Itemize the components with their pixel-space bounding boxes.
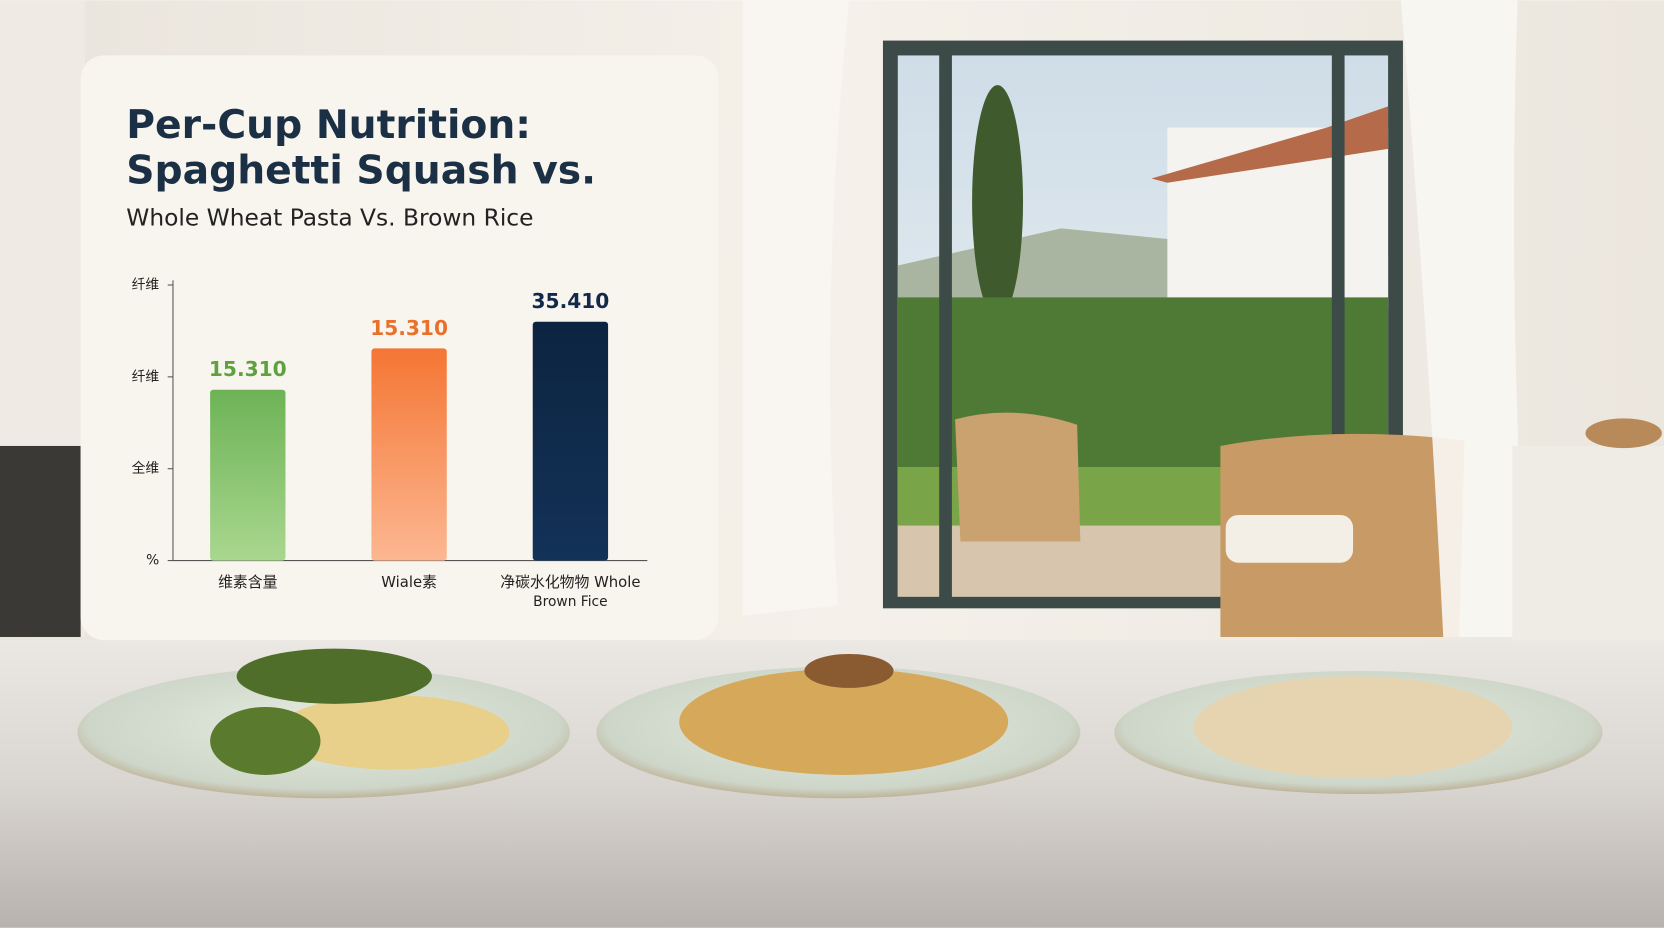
door-frame [939,42,952,606]
bar-annotation: 35.410 [532,289,610,313]
chart-title: Per-Cup Nutrition: [126,103,531,148]
bar [371,348,447,561]
bowl [1585,418,1662,449]
curtain [1400,0,1529,637]
stove [0,445,81,637]
zucchini [236,648,432,704]
zucchini [210,707,321,775]
y-tick-label: 全维 [132,460,160,477]
spaghetti-squash [275,695,510,770]
x-tick-label: Wiale素 [381,573,437,591]
y-tick-label: % [146,553,159,569]
x-tick-label: 维素含量 [218,573,278,591]
chart: Per-Cup Nutrition: Spaghetti Squash vs. … [126,103,648,610]
pasta [679,668,1009,775]
chart-subtitle: Whole Wheat Pasta Vs. Brown Rice [126,203,533,231]
cushion [1225,514,1354,563]
x-tick-sublabel: Brown Fice [533,594,607,610]
y-tick-label: 纤维 [132,277,160,293]
bar-annotation: 15.310 [370,316,448,340]
topping [804,653,894,688]
cabinet [1512,445,1664,648]
chart-title: Spaghetti Squash vs. [126,149,596,194]
rice [1193,676,1513,779]
roof [1151,106,1389,183]
y-tick-label: 纤维 [132,369,160,385]
curtain [742,0,849,616]
bar [210,389,286,561]
bar-annotation: 15.310 [209,357,287,381]
chair [955,412,1081,542]
cypress [972,85,1024,319]
bar [532,321,609,561]
x-tick-label: 净碳水化物物 Whole [500,573,640,591]
